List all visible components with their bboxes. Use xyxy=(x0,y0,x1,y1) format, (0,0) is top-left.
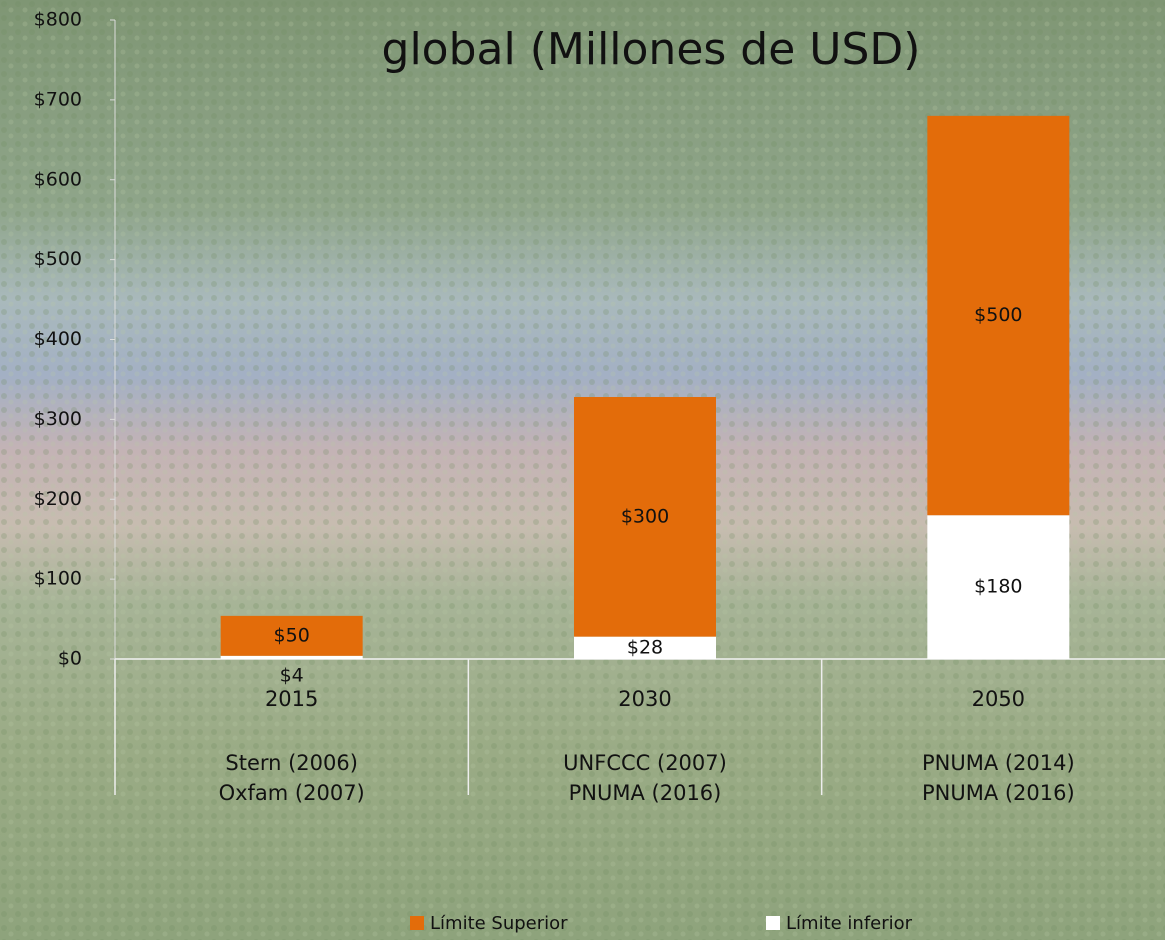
chart-title: global (Millones de USD) xyxy=(382,24,921,75)
category-source: PNUMA (2016) xyxy=(922,781,1075,805)
data-label: $500 xyxy=(974,304,1022,326)
legend-swatch xyxy=(766,916,780,930)
x-tick-label: 2050 xyxy=(972,687,1025,711)
data-label: $4 xyxy=(280,665,304,687)
data-label: $300 xyxy=(621,505,669,527)
bar-segment xyxy=(574,397,716,637)
y-tick-label: $600 xyxy=(34,168,82,190)
category-source: UNFCCC (2007) xyxy=(563,751,727,775)
data-label: $50 xyxy=(274,624,310,646)
y-tick-label: $500 xyxy=(34,248,82,270)
category-source: Stern (2006) xyxy=(225,751,358,775)
y-tick-label: $200 xyxy=(34,488,82,510)
bar-segment xyxy=(927,115,1070,516)
bar-segment xyxy=(927,515,1070,659)
legend-label: Límite Superior xyxy=(430,913,568,934)
x-tick-label: 2015 xyxy=(265,687,318,711)
y-tick-label: $700 xyxy=(34,88,82,110)
y-tick-label: $100 xyxy=(34,568,82,590)
category-source: Oxfam (2007) xyxy=(219,781,365,805)
y-tick-label: $400 xyxy=(34,328,82,350)
x-tick-label: 2030 xyxy=(618,687,671,711)
y-tick-label: $800 xyxy=(34,9,82,31)
category-source: PNUMA (2014) xyxy=(922,751,1075,775)
legend-label: Límite inferior xyxy=(786,913,913,934)
category-source: PNUMA (2016) xyxy=(569,781,722,805)
bar-segment xyxy=(574,636,716,659)
data-label: $180 xyxy=(974,576,1022,598)
y-tick-label: $0 xyxy=(58,648,82,670)
bar-segment xyxy=(220,655,363,659)
bar-segment xyxy=(220,615,363,656)
legend-swatch xyxy=(410,916,424,930)
y-tick-label: $300 xyxy=(34,408,82,430)
data-label: $28 xyxy=(627,636,663,658)
